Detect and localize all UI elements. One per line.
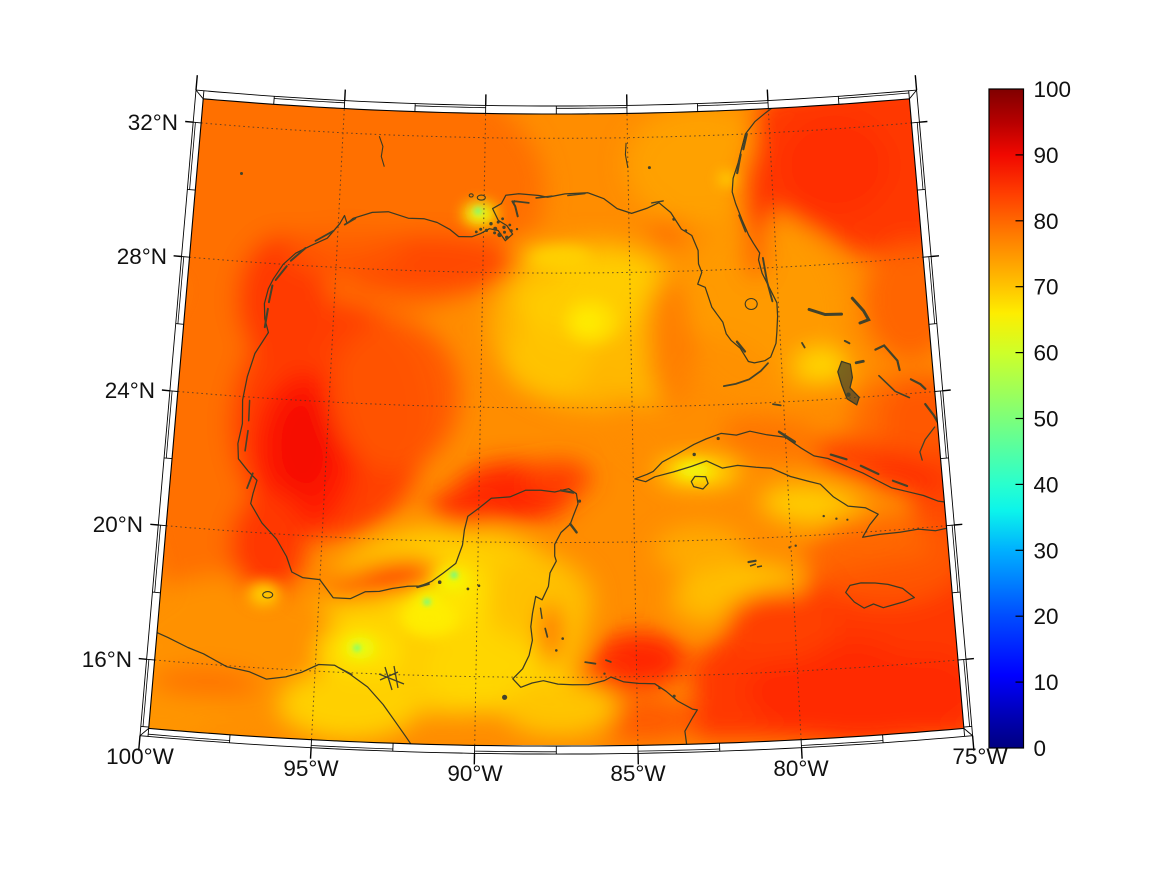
svg-text:50: 50 (1034, 407, 1059, 432)
svg-text:70: 70 (1034, 275, 1059, 300)
svg-text:95°W: 95°W (283, 756, 339, 781)
svg-text:85°W: 85°W (610, 761, 666, 786)
svg-text:80°W: 80°W (773, 756, 829, 781)
svg-text:40: 40 (1034, 472, 1059, 497)
svg-text:20°N: 20°N (93, 512, 143, 537)
svg-text:0: 0 (1034, 736, 1047, 761)
svg-text:30: 30 (1034, 538, 1059, 563)
svg-text:90: 90 (1034, 143, 1059, 168)
svg-text:28°N: 28°N (117, 244, 167, 269)
svg-text:80: 80 (1034, 209, 1059, 234)
svg-text:10: 10 (1034, 670, 1059, 695)
svg-text:32°N: 32°N (128, 110, 178, 135)
svg-text:24°N: 24°N (105, 378, 155, 403)
svg-text:60: 60 (1034, 341, 1059, 366)
svg-text:100: 100 (1034, 77, 1072, 102)
svg-text:20: 20 (1034, 604, 1059, 629)
svg-text:16°N: 16°N (82, 647, 132, 672)
svg-text:100°W: 100°W (106, 744, 175, 769)
svg-text:90°W: 90°W (447, 761, 503, 786)
